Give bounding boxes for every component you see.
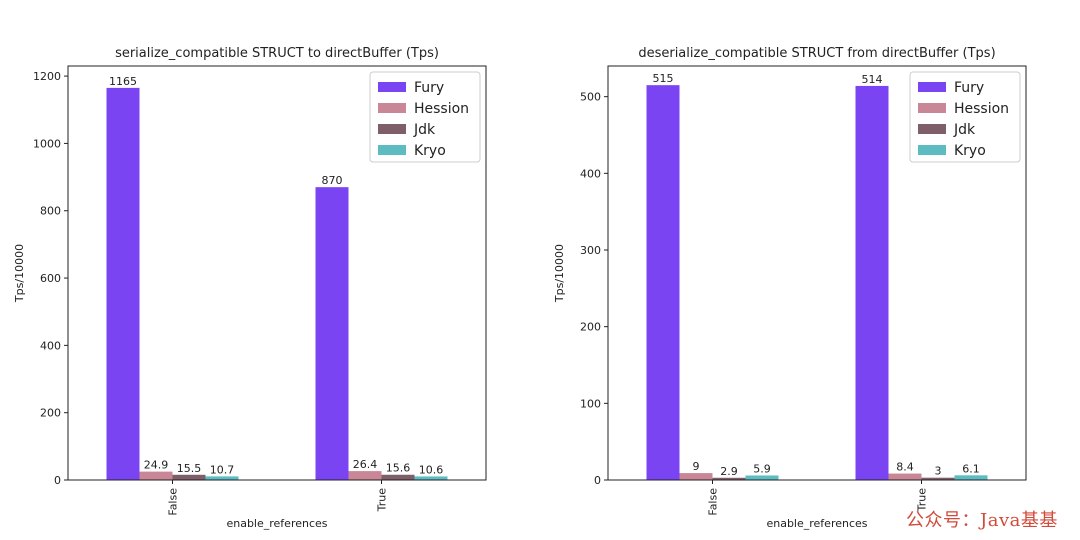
chart2-legend-swatch-kryo <box>918 145 946 155</box>
chart2-bar-hession-true <box>888 473 922 480</box>
chart1-xlabel: enable_references <box>226 517 327 530</box>
chart2-legend-swatch-hession <box>918 103 946 113</box>
chart1-bar-hession-true <box>348 471 382 480</box>
chart2-title: deserialize_compatible STRUCT from direc… <box>638 46 995 61</box>
chart2-value-label-kryo-false: 5.9 <box>753 462 771 475</box>
chart1-bar-jdk-false <box>172 474 206 480</box>
chart1-bar-kryo-true <box>414 476 448 480</box>
chart2-ytick-label: 100 <box>580 397 601 410</box>
chart2-bar-jdk-true <box>921 477 955 480</box>
chart2-value-label-fury-false: 515 <box>653 72 674 85</box>
chart2-value-label-fury-true: 514 <box>862 73 883 86</box>
chart1-legend-swatch-kryo <box>378 145 406 155</box>
chart1-xtick-label-true: True <box>376 488 389 513</box>
chart1-ytick-label: 600 <box>40 272 61 285</box>
chart1-value-label-kryo-true: 10.6 <box>419 463 444 476</box>
chart1-bar-jdk-true <box>381 474 415 480</box>
chart1-title: serialize_compatible STRUCT to directBuf… <box>115 46 439 61</box>
chart1-xtick-label-false: False <box>167 488 180 516</box>
chart1-legend-label-fury: Fury <box>414 80 444 96</box>
chart2-ylabel: Tps/10000 <box>553 244 566 303</box>
chart2-ytick-label: 500 <box>580 91 601 104</box>
chart1-ylabel: Tps/10000 <box>13 244 26 303</box>
chart1-legend-swatch-fury <box>378 82 406 92</box>
chart2-legend-label-kryo: Kryo <box>954 143 986 159</box>
chart1-legend-swatch-jdk <box>378 124 406 134</box>
chart1-ytick-label: 800 <box>40 205 61 218</box>
chart1-bar-kryo-false <box>205 476 239 480</box>
chart1-value-label-fury-false: 1165 <box>109 75 137 88</box>
chart2-value-label-kryo-true: 6.1 <box>962 462 980 475</box>
chart2-legend-swatch-fury <box>918 82 946 92</box>
chart1-legend-swatch-hession <box>378 103 406 113</box>
chart1-legend-label-jdk: Jdk <box>413 122 436 138</box>
chart1-value-label-jdk-false: 15.5 <box>177 462 202 475</box>
chart2-bar-kryo-false <box>745 475 779 480</box>
chart2-legend-label-hession: Hession <box>954 101 1009 117</box>
chart1-ytick-label: 200 <box>40 407 61 420</box>
chart1-axes-frame <box>67 65 487 481</box>
chart2-bar-fury-false <box>646 85 680 481</box>
chart1-ytick-label: 400 <box>40 339 61 352</box>
chart1-value-label-hession-true: 26.4 <box>353 458 378 471</box>
chart2-ytick-label: 200 <box>580 321 601 334</box>
chart2-value-label-jdk-true: 3 <box>935 465 942 478</box>
chart1-value-label-hession-false: 24.9 <box>144 459 169 472</box>
chart1-bar-hession-false <box>139 471 173 480</box>
chart2-ytick-label: 400 <box>580 167 601 180</box>
chart2-xlabel: enable_references <box>766 517 867 530</box>
chart2-legend-box <box>909 71 1021 163</box>
chart1-value-label-jdk-true: 15.6 <box>386 462 411 475</box>
chart1-ytick-label: 1000 <box>33 137 61 150</box>
chart2-xtick-label-true: True <box>916 488 929 513</box>
chart1-ytick-label: 1200 <box>33 70 61 83</box>
chart2-axes-frame <box>607 65 1027 481</box>
chart2-legend-label-jdk: Jdk <box>953 122 976 138</box>
chart1-value-label-kryo-false: 10.7 <box>210 463 235 476</box>
chart1-legend-box <box>369 71 481 163</box>
chart2-value-label-hession-false: 9 <box>693 460 700 473</box>
chart2-value-label-hession-true: 8.4 <box>896 461 914 474</box>
chart1-legend-label-kryo: Kryo <box>414 143 446 159</box>
chart2-legend-swatch-jdk <box>918 124 946 134</box>
watermark-text: 公众号：Java基基 <box>906 510 1058 531</box>
chart2-legend-label-fury: Fury <box>954 80 984 96</box>
chart1-bar-fury-false <box>106 87 140 480</box>
chart2-bar-hession-false <box>679 473 713 480</box>
chart2-bar-kryo-true <box>954 475 988 480</box>
chart2-bar-jdk-false <box>712 477 746 480</box>
chart1-ytick-label: 0 <box>54 474 61 487</box>
chart1-value-label-fury-true: 870 <box>322 174 343 187</box>
chart2-ytick-label: 0 <box>594 474 601 487</box>
chart1-legend-label-hession: Hession <box>414 101 469 117</box>
chart2-ytick-label: 300 <box>580 244 601 257</box>
chart1-bar-fury-true <box>315 187 349 481</box>
chart2-value-label-jdk-false: 2.9 <box>720 465 738 478</box>
chart2-bar-fury-true <box>855 85 889 480</box>
chart2-xtick-label-false: False <box>707 488 720 516</box>
